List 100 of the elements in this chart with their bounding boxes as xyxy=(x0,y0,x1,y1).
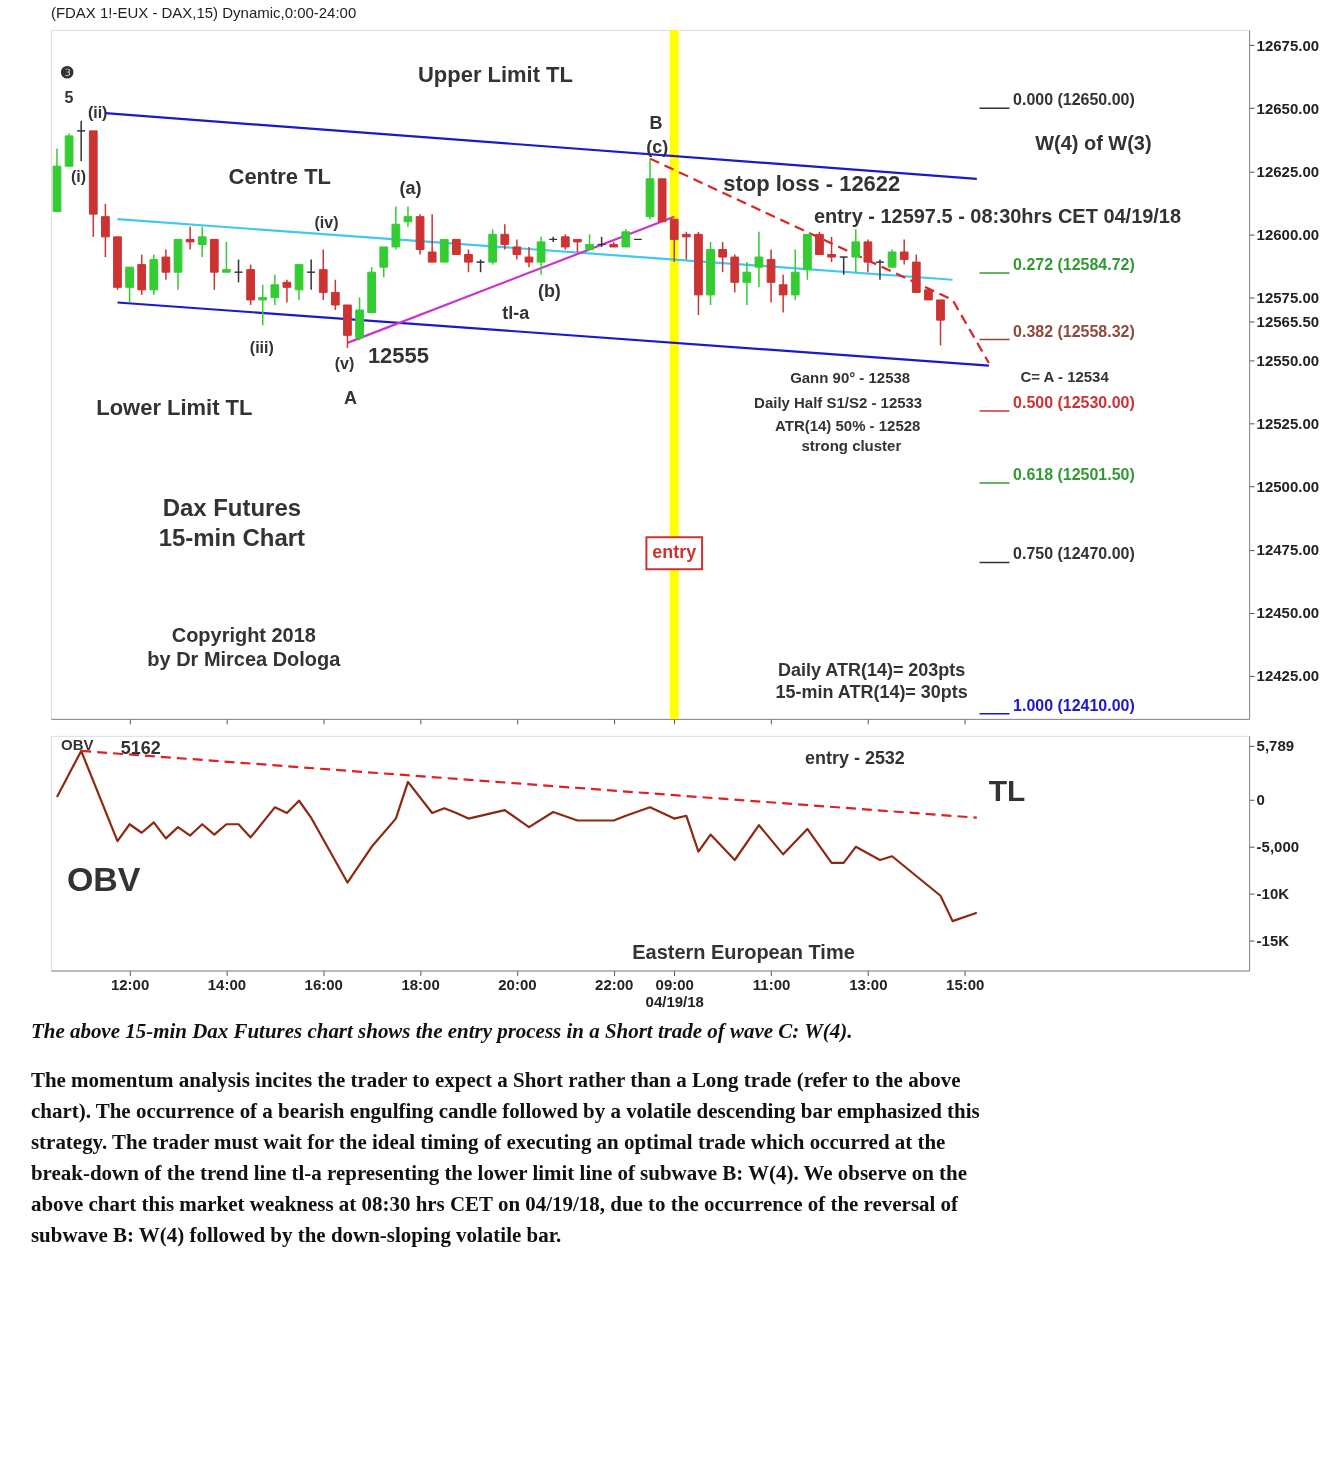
candlestick xyxy=(875,258,885,281)
y-tick-label: 12575.00 xyxy=(1256,288,1320,306)
candlestick xyxy=(536,236,546,276)
candlestick xyxy=(815,231,824,256)
annotation: tl-a xyxy=(502,302,531,323)
candlestick xyxy=(161,248,171,281)
annotation: A xyxy=(343,387,357,408)
y-tick-label: 12425.00 xyxy=(1256,667,1320,685)
candlestick xyxy=(185,226,195,251)
annotation: 12555 xyxy=(367,343,429,369)
candlestick xyxy=(439,238,449,263)
chart-title: (FDAX 1!-EUX - DAX,15) Dynamic,0:00-24:00 xyxy=(50,4,357,22)
y-tick-label: 12550.00 xyxy=(1256,352,1320,370)
candlestick xyxy=(258,284,268,326)
candlestick xyxy=(464,248,473,273)
candlestick xyxy=(197,226,207,258)
candlestick xyxy=(669,218,679,263)
candlestick xyxy=(754,231,764,289)
candlestick xyxy=(778,273,788,314)
annotation: ATR(14) 50% - 12528 xyxy=(775,417,921,435)
x-tick-label: 22:00 xyxy=(595,975,634,993)
candlestick xyxy=(681,231,691,261)
y-tick-label: 12625.00 xyxy=(1256,162,1320,180)
candlestick xyxy=(330,279,340,311)
annotation: Centre TL xyxy=(228,164,332,190)
y-tick-label: 5,789 xyxy=(1256,736,1295,754)
candlestick xyxy=(101,203,110,258)
x-tick-label: 11:00 xyxy=(752,975,791,993)
candlestick xyxy=(379,246,389,278)
x-tick-label: 18:00 xyxy=(401,975,440,993)
candlestick xyxy=(899,238,909,266)
candlestick xyxy=(512,238,522,261)
y-tick-label: 12565.50 xyxy=(1256,312,1320,330)
y-tick-label: -5,000 xyxy=(1256,838,1300,856)
annotation: (v) xyxy=(334,355,355,373)
ref-line-label: entry xyxy=(652,542,697,563)
annotation: Eastern European Time xyxy=(632,940,855,963)
ref-line-label: 0.000 (12650.00) xyxy=(1013,91,1135,109)
y-tick-label: 12500.00 xyxy=(1256,478,1320,496)
annotation: Lower Limit TL xyxy=(96,395,253,421)
candlestick xyxy=(851,228,861,273)
annotation: entry - 12597.5 - 08:30hrs CET 04/19/18 xyxy=(813,204,1182,227)
x-tick-label: 15:00 xyxy=(946,975,985,993)
ref-line-label: 0.750 (12470.00) xyxy=(1013,545,1135,563)
annotation: strong cluster xyxy=(801,437,902,455)
y-tick-label: 12650.00 xyxy=(1256,99,1320,117)
y-tick-label: 12600.00 xyxy=(1256,225,1320,243)
x-tick-label: 09:00 04/19/18 xyxy=(645,975,704,1010)
x-tick-label: 16:00 xyxy=(304,975,343,993)
candlestick xyxy=(500,223,510,251)
candlestick xyxy=(863,238,873,273)
candlestick xyxy=(742,261,752,306)
candlestick xyxy=(790,248,800,301)
y-tick-label: -15K xyxy=(1256,932,1290,950)
annotation: ❸ xyxy=(59,63,74,81)
x-tick-label: 12:00 xyxy=(110,975,150,993)
ref-line-label: 0.272 (12584.72) xyxy=(1013,255,1135,273)
annotation: 5162 xyxy=(120,737,161,758)
candlestick xyxy=(125,266,134,304)
annotation: stop loss - 12622 xyxy=(723,170,901,196)
candlestick xyxy=(827,236,836,263)
candlestick xyxy=(318,248,328,301)
annotation: Upper Limit TL xyxy=(418,62,573,88)
y-tick-label: 0 xyxy=(1256,791,1265,809)
annotation: entry - 2532 xyxy=(804,747,905,768)
annotation: (c) xyxy=(646,137,669,158)
annotation: (i) xyxy=(70,168,87,186)
candlestick xyxy=(936,299,945,347)
annotation: OBV xyxy=(66,860,141,899)
annotation: Gann 90° - 12538 xyxy=(790,368,911,386)
annotation: (a) xyxy=(399,178,422,199)
y-tick-label: -10K xyxy=(1256,885,1290,903)
annotation: TL xyxy=(988,774,1026,808)
x-tick-label: 13:00 xyxy=(849,975,888,993)
candlestick xyxy=(270,273,280,306)
candlestick xyxy=(76,120,86,162)
ref-line-label: 0.500 (12530.00) xyxy=(1013,394,1135,411)
ref-line-label: 0.382 (12558.32) xyxy=(1013,322,1135,340)
annotation: 5 xyxy=(64,89,74,107)
annotation: (iv) xyxy=(314,213,339,231)
candlestick xyxy=(403,205,413,228)
annotation: Daily Half S1/S2 - 12533 xyxy=(754,393,923,411)
annotation: B xyxy=(649,112,663,133)
candlestick xyxy=(222,241,231,273)
candlestick xyxy=(282,279,292,304)
candlestick xyxy=(766,248,776,304)
ref-line-label: 1.000 (12410.00) xyxy=(1013,696,1135,714)
annotation: OBV xyxy=(61,736,94,754)
annotation: W(4) of W(3) xyxy=(1035,131,1152,154)
candlestick xyxy=(718,241,728,273)
ref-line-label: 0.618 (12501.50) xyxy=(1013,465,1135,483)
text: The above 15-min Dax Futures chart shows the entry process in a Short trade of wave C: W(4). xyxy=(30,1019,853,1044)
y-tick-label: 12450.00 xyxy=(1256,604,1320,622)
candlestick xyxy=(427,213,437,263)
y-tick-label: 12525.00 xyxy=(1256,415,1320,433)
annotation: C= A - 12534 xyxy=(1020,368,1110,386)
annotation: Copyright 2018 by Dr Mircea Dologa xyxy=(147,623,342,671)
y-tick-label: 12475.00 xyxy=(1256,541,1320,559)
annotation: Dax Futures 15-min Chart xyxy=(158,494,306,552)
y-tick-label: 12675.00 xyxy=(1256,36,1320,54)
